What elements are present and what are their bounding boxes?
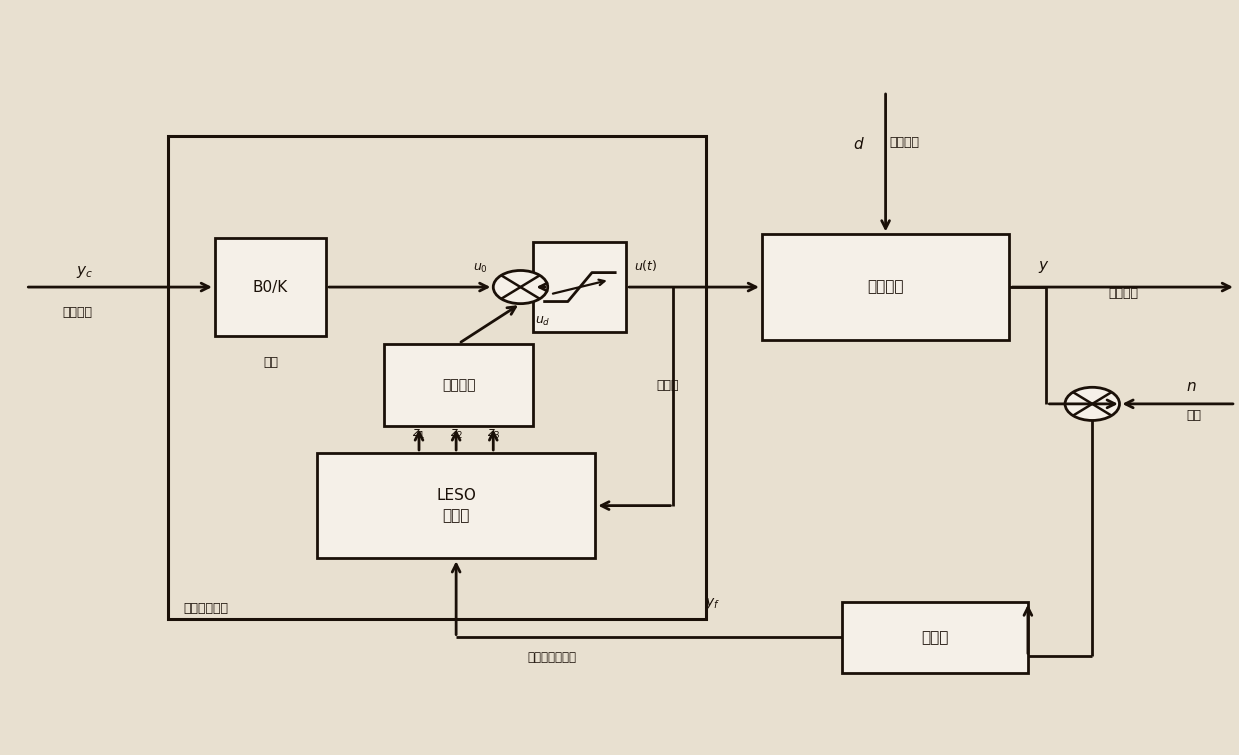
Text: $y_f$: $y_f$ — [705, 596, 720, 611]
Text: 前馈: 前馈 — [263, 356, 278, 369]
Circle shape — [1066, 387, 1120, 421]
Bar — [167, 137, 706, 618]
Bar — [534, 242, 626, 332]
Bar — [843, 602, 1028, 673]
Text: $y_c$: $y_c$ — [77, 264, 93, 280]
Text: B0/K: B0/K — [253, 279, 289, 294]
Text: $n$: $n$ — [1186, 379, 1197, 394]
Text: $u_0$: $u_0$ — [473, 262, 488, 275]
Text: 被控对象: 被控对象 — [867, 279, 903, 294]
Text: $y$: $y$ — [1038, 260, 1049, 276]
Text: $z_1$: $z_1$ — [413, 427, 426, 441]
Text: 噪声: 噪声 — [1186, 408, 1202, 422]
Text: 扰动补偿: 扰动补偿 — [442, 378, 476, 392]
Text: 状态反馈补偿: 状态反馈补偿 — [183, 602, 229, 615]
Text: 控制指令: 控制指令 — [63, 307, 93, 319]
Text: 滤波器: 滤波器 — [922, 630, 949, 645]
Text: $u(t)$: $u(t)$ — [634, 258, 658, 273]
Bar — [214, 238, 326, 336]
Text: $z_3$: $z_3$ — [487, 427, 501, 441]
Text: 控制量: 控制量 — [657, 378, 679, 392]
Text: LESO
观测器: LESO 观测器 — [436, 488, 476, 523]
Bar — [762, 234, 1010, 340]
Text: 外部干扰: 外部干扰 — [890, 136, 919, 149]
Text: $d$: $d$ — [852, 136, 865, 152]
Text: 滤波后控制输出: 滤波后控制输出 — [527, 652, 576, 664]
Bar — [384, 344, 533, 427]
Text: $u_d$: $u_d$ — [535, 314, 551, 328]
Bar — [317, 453, 596, 559]
Text: 控制输出: 控制输出 — [1109, 287, 1139, 300]
Text: $z_2$: $z_2$ — [450, 427, 462, 441]
Circle shape — [493, 270, 548, 304]
